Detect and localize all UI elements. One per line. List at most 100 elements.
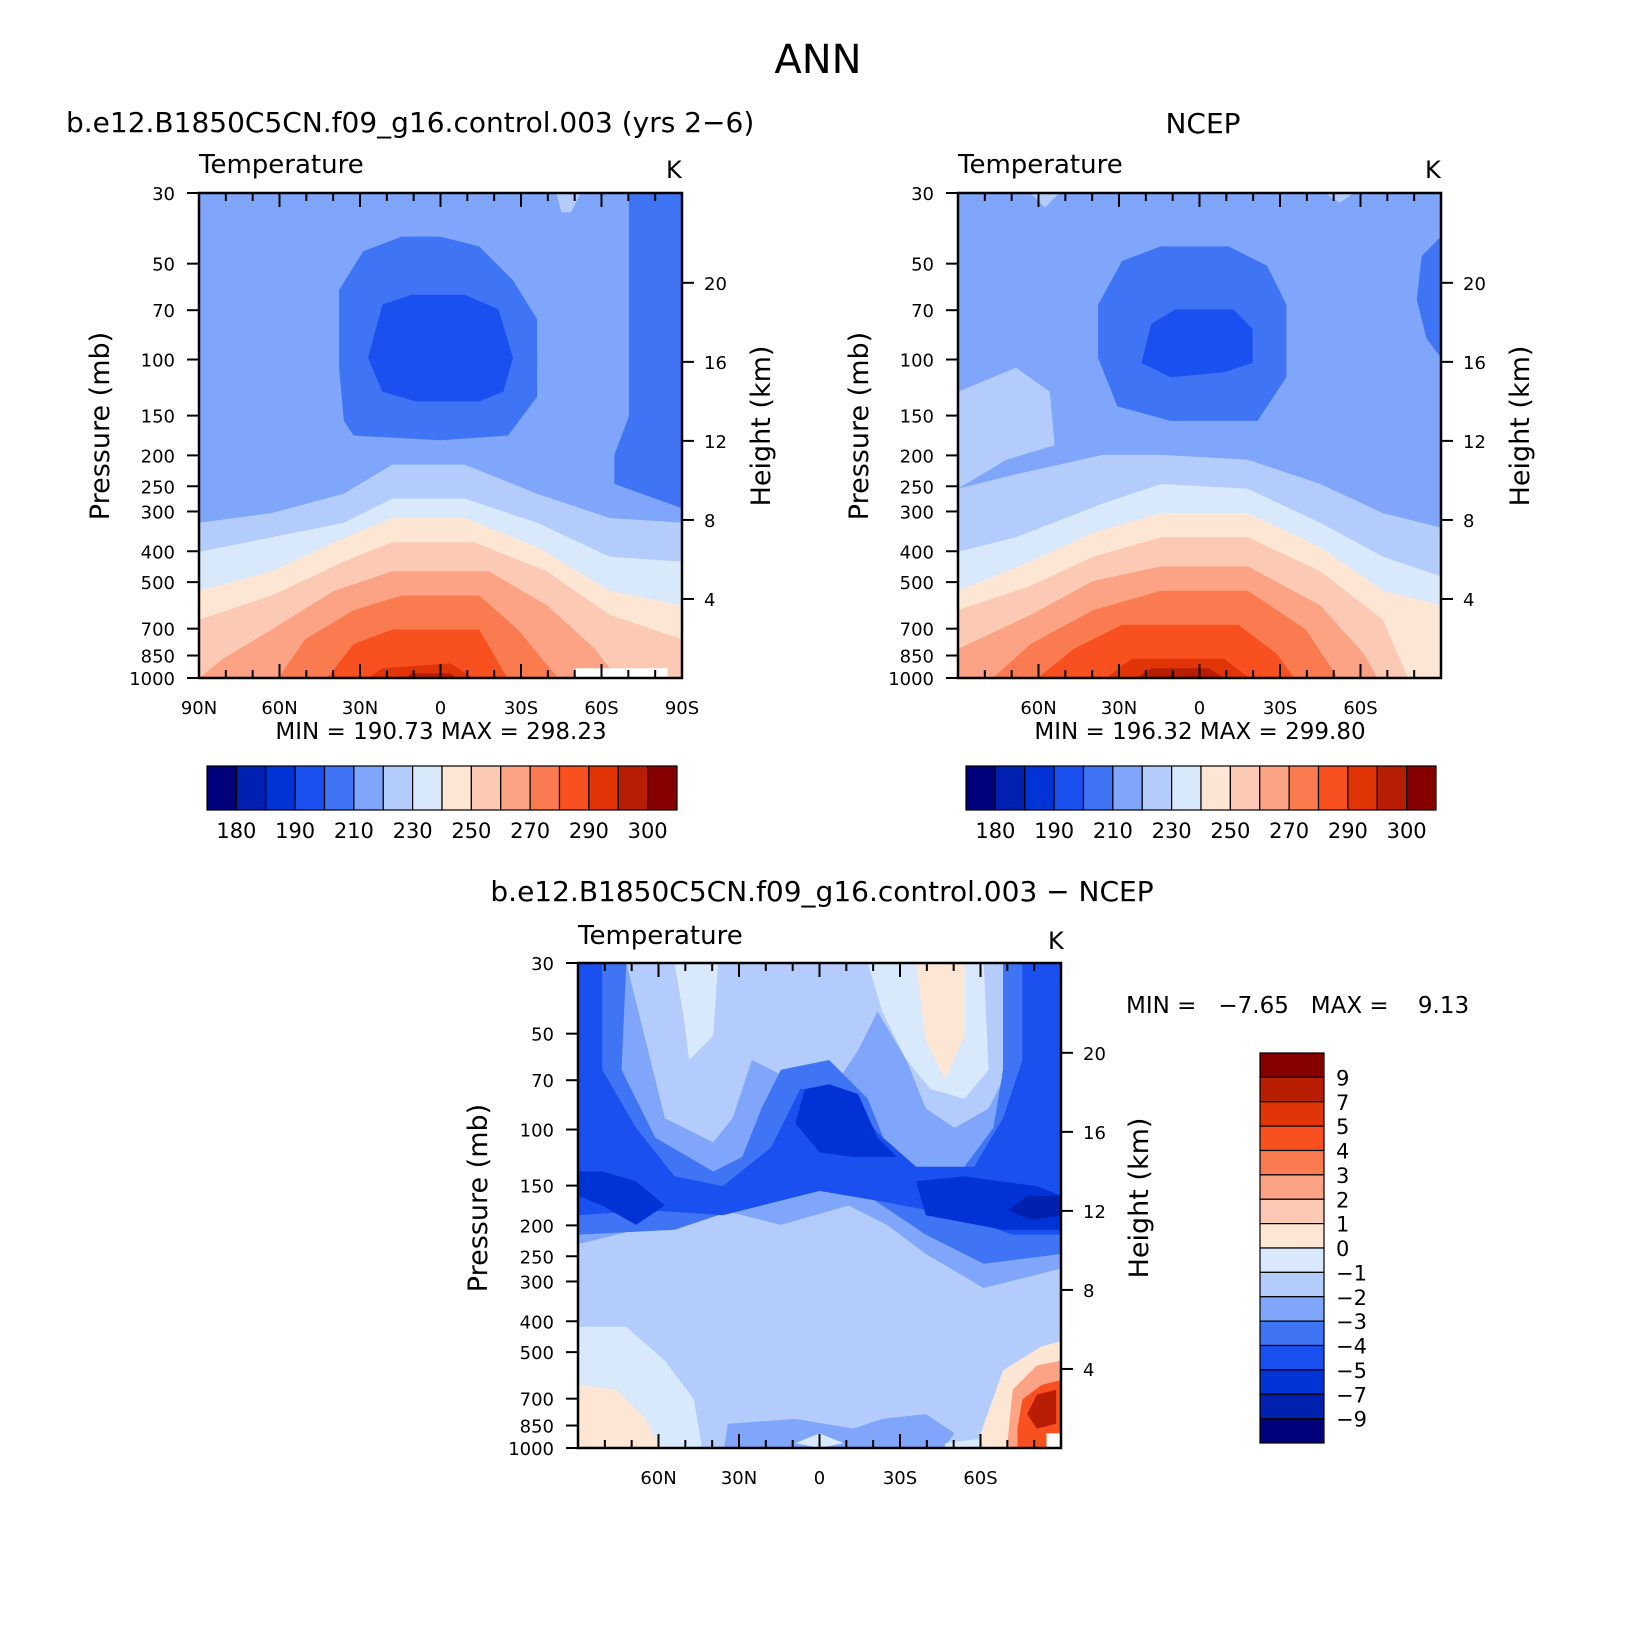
x-tick-label: 30N [342,698,378,719]
x-tick-label: 30N [721,1468,757,1489]
y-tick-label: 1000 [129,669,175,690]
panel-model-units: K [666,156,683,184]
y-tick-label: 850 [141,647,175,668]
y-tick-label: 250 [900,477,934,498]
panel-diff-minmax: MIN = −7.65 MAX = 9.13 [1126,993,1469,1019]
colorbar-label: 180 [975,819,1015,843]
colorbar-swatch [1406,765,1437,811]
panel-model-minmax: MIN = 190.73 MAX = 298.23 [275,719,606,745]
colorbar-swatch [353,765,384,811]
colorbar-swatch [1259,1344,1325,1371]
x-tick-label: 90S [665,698,699,719]
colorbar-swatch [1259,1223,1325,1249]
temp-band-6 [958,624,1441,678]
panel-model: b.e12.B1850C5CN.f09_g16.control.003 (yrs… [66,106,777,745]
y2-tick-label: 8 [1463,511,1474,532]
y-tick-label: 700 [900,620,934,641]
x-tick-label: 60S [584,698,618,719]
colorbar-label: −1 [1336,1261,1367,1285]
diff-m3-bottom [724,1414,955,1448]
colorbar-swatch [1082,765,1114,811]
colorbar-swatch [1376,765,1408,811]
colorbar-label: 250 [451,819,491,843]
y-tick-label: 50 [911,255,934,276]
colorbar-obs: 180 190 210 230 250 270 290 300 [965,765,1437,843]
colorbar-swatch [265,765,296,811]
panel-obs-variable: Temperature [957,150,1123,180]
diff-0-lower [578,1384,661,1448]
colorbar-label: 9 [1336,1066,1349,1090]
colorbar-swatch [994,765,1026,811]
colorbar-label: 210 [1093,819,1133,843]
y2-tick-label: 20 [1463,274,1486,295]
colorbar-swatch [1259,1247,1325,1273]
x-tick-label: 30N [1101,698,1137,719]
panel-diff-variable: Temperature [577,921,743,951]
colorbar-swatch [1347,765,1378,811]
panel-diff-title: b.e12.B1850C5CN.f09_g16.control.003 − NC… [490,875,1153,908]
x-tick-label: 60N [640,1468,676,1489]
diff-m7-band [578,1171,665,1225]
y-tick-label: 100 [520,1121,554,1142]
band-230-top-b [1325,193,1355,203]
colorbar-label: 230 [1152,819,1192,843]
colorbar-swatch [294,765,326,811]
diff-m9-right [1007,1195,1061,1221]
y2-tick-label: 16 [1083,1123,1106,1144]
y-tick-label: 500 [520,1343,554,1364]
colorbar-swatch [1171,765,1202,811]
panel-model-title: b.e12.B1850C5CN.f09_g16.control.003 (yrs… [66,106,754,139]
colorbar-label: −7 [1336,1383,1367,1407]
y2-tick-label: 12 [704,432,727,453]
colorbar-label: 5 [1336,1115,1349,1139]
colorbar-swatch [1317,765,1349,811]
colorbar-swatch [588,765,619,811]
y-tick-label: 300 [900,502,934,523]
colorbar-swatch [1259,1174,1325,1200]
band-210-right [1416,236,1441,358]
y-tick-label: 70 [911,301,934,322]
y2-tick-label: 16 [1463,353,1486,374]
x-tick-label: 60N [1020,698,1056,719]
colorbar-swatch [500,765,531,811]
y-tick-label: 100 [900,351,934,372]
y-tick-label: 200 [520,1216,554,1237]
tropopause-200 [368,294,513,402]
colorbar-label: −3 [1336,1310,1367,1334]
colorbar-swatch [441,765,472,811]
panel-obs: NCEP Temperature K Pressure (mb) Height … [844,107,1536,745]
colorbar-swatch [1259,1271,1325,1298]
colorbar-label: 0 [1336,1237,1349,1261]
y-tick-label: 70 [152,301,175,322]
colorbar-swatch [1259,1198,1325,1225]
y-tick-label: 200 [900,446,934,467]
colorbar-label: 270 [510,819,550,843]
y-tick-label: 700 [520,1390,554,1411]
colorbar-swatch [1259,765,1290,811]
panel-obs-minmax: MIN = 196.32 MAX = 299.80 [1034,719,1365,745]
colorbar-swatch [1259,1369,1325,1395]
axes-obs: 3050701001502002503004005007008501000481… [888,184,1486,719]
panel-obs-units: K [1425,156,1442,184]
colorbar-label: −9 [1336,1408,1367,1432]
axes-difference: 3050701001502002503004005007008501000481… [508,954,1106,1489]
contour-fill-obs [958,193,1441,678]
x-tick-label: 60S [963,1468,997,1489]
colorbar-label: 190 [275,819,315,843]
colorbar-swatch [412,765,443,811]
colorbar-swatch [1024,765,1055,811]
diff-warm-7 [1027,1389,1057,1429]
colorbar-swatch [1259,1101,1325,1127]
y2-tick-label: 8 [1083,1281,1094,1302]
panel-obs-title: NCEP [1165,107,1240,140]
contour-fill-model [199,193,682,678]
x-tick-label: 60N [261,698,297,719]
colorbar-label: 290 [1328,819,1368,843]
colorbar-swatch [558,765,590,811]
y-tick-label: 1000 [508,1439,554,1460]
y-tick-label: 150 [141,407,175,428]
panel-model-ylabel-right: Height (km) [746,346,777,507]
y-tick-label: 300 [520,1272,554,1293]
y-tick-label: 70 [531,1071,554,1092]
y-tick-label: 50 [152,255,175,276]
